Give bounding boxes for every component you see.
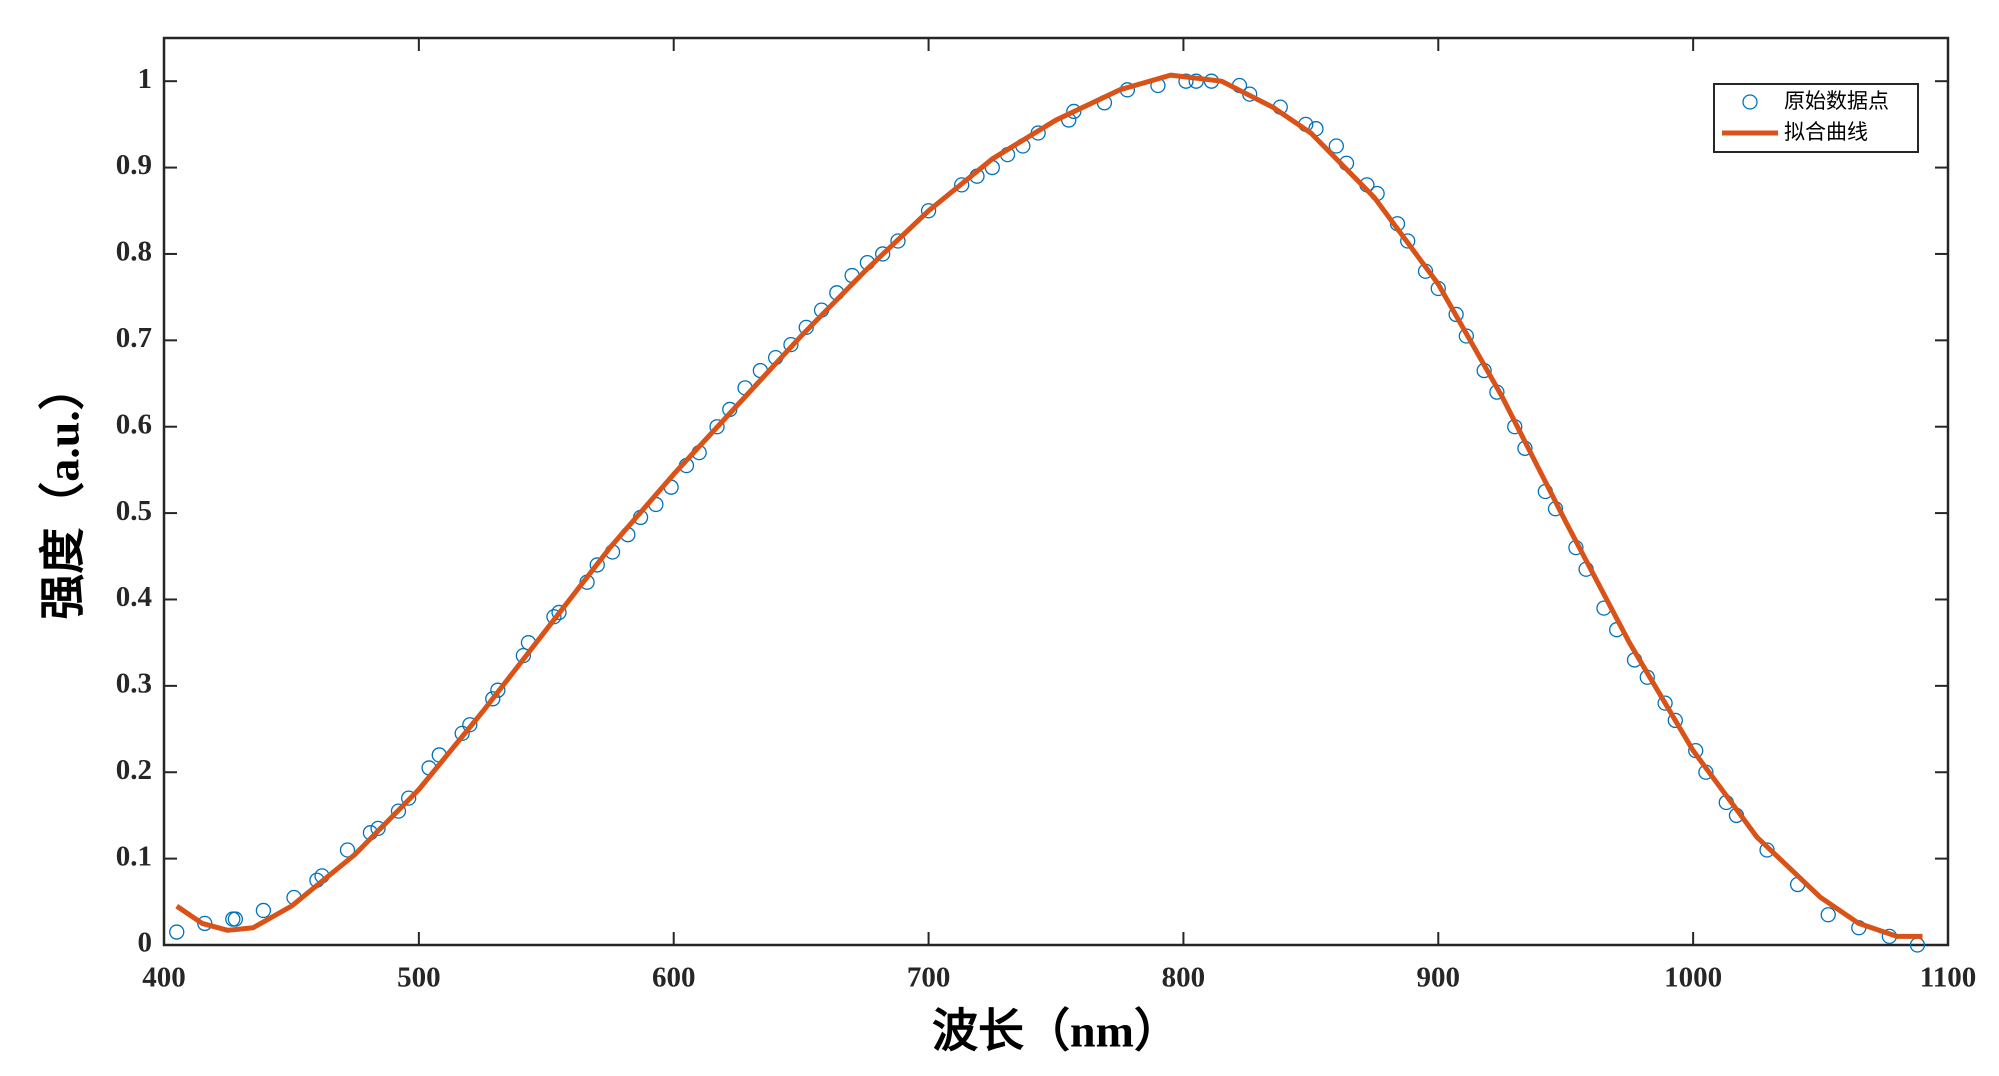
y-tick-label: 0.2 (116, 754, 152, 786)
y-tick-label: 1 (138, 63, 153, 95)
data-point (390, 803, 407, 819)
data-point (589, 557, 605, 573)
y-tick-label: 0.5 (116, 495, 152, 527)
data-point (1657, 695, 1673, 711)
data-point (1400, 233, 1416, 249)
data-point (462, 717, 478, 733)
y-tick-label: 0.6 (116, 408, 152, 440)
x-tick-label: 800 (1162, 962, 1206, 994)
data-point (890, 233, 906, 249)
data-point (1178, 73, 1194, 89)
data-point (255, 902, 272, 919)
legend-label: 原始数据点 (1784, 89, 1889, 113)
data-point (551, 604, 567, 621)
y-tick-label: 0.1 (116, 840, 152, 872)
data-point (339, 842, 356, 858)
data-point (1448, 306, 1464, 323)
data-point (954, 177, 970, 193)
data-point (227, 911, 244, 927)
y-tick-label: 0.9 (116, 149, 152, 181)
x-tick-label: 700 (907, 962, 951, 994)
data-point (401, 790, 417, 806)
data-point (1667, 712, 1683, 729)
legend-marker (1742, 94, 1758, 110)
y-axis-title: 强度（a.u.） (38, 364, 89, 620)
x-tick-label: 1000 (1664, 962, 1722, 994)
x-tick-label: 900 (1417, 962, 1461, 994)
data-point (485, 691, 501, 707)
data-point (1328, 138, 1344, 154)
legend-label: 拟合曲线 (1784, 120, 1868, 144)
y-tick-label: 0.4 (116, 581, 152, 613)
plot-frame (162, 36, 1950, 947)
x-tick-label: 500 (397, 962, 441, 994)
y-tick-label: 0.7 (116, 322, 152, 354)
y-tick-label: 0 (138, 927, 153, 959)
data-point (370, 820, 386, 837)
x-axis-title: 波长（nm） (932, 1006, 1180, 1057)
x-tick-label: 1100 (1920, 962, 1976, 994)
data-point (783, 337, 799, 353)
data-point (1820, 907, 1836, 923)
fit-line (175, 72, 1923, 939)
y-tick-label: 0.3 (116, 668, 152, 700)
data-point (1066, 103, 1082, 120)
data-point (490, 682, 506, 698)
data-point (875, 246, 891, 262)
legend-box (1713, 83, 1919, 153)
y-tick-label: 0.8 (116, 236, 152, 268)
data-point (920, 203, 937, 219)
x-tick-label: 600 (652, 962, 696, 994)
data-point (709, 419, 725, 435)
x-tick-label: 400 (142, 962, 186, 994)
data-point (169, 924, 185, 940)
